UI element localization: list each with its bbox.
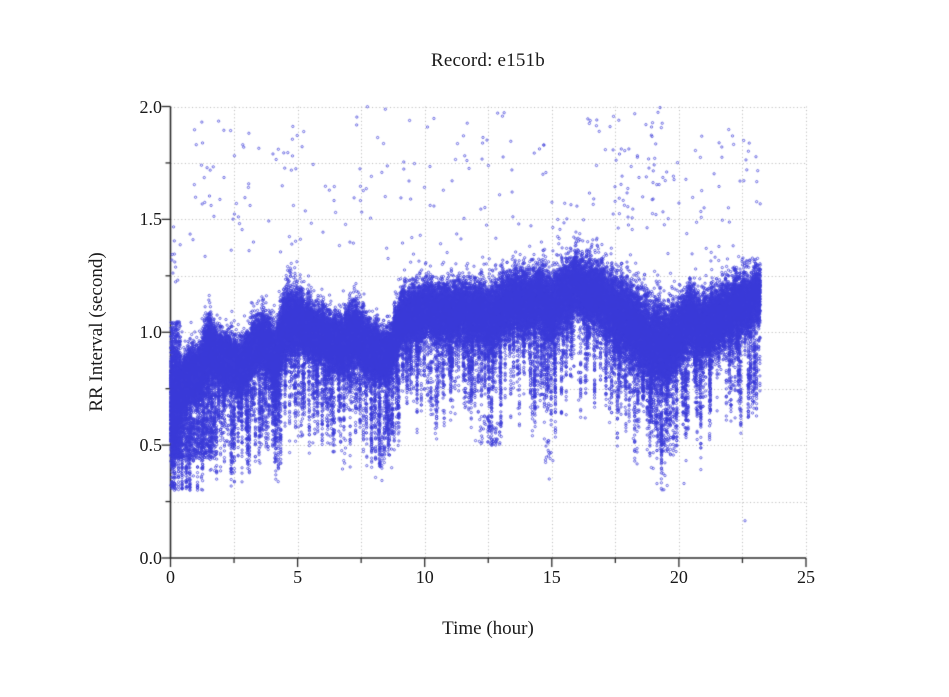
y-tick-label: 1.5 [139, 209, 163, 230]
x-tick-label: 15 [542, 567, 561, 587]
x-tick-label: 20 [669, 567, 688, 587]
chart-title: Record: e151b [431, 50, 545, 71]
y-tick-label: 0.5 [139, 435, 163, 456]
x-tick-label: 25 [797, 567, 815, 587]
x-tick-label: 0 [166, 567, 175, 587]
x-axis-label: Time (hour) [442, 618, 534, 639]
x-tick-label: 10 [415, 567, 434, 587]
x-tick-label: 5 [293, 567, 303, 587]
y-tick-label: 0.0 [139, 548, 163, 568]
y-tick-label: 1.0 [139, 322, 163, 343]
y-tick-label: 2.0 [139, 96, 163, 117]
